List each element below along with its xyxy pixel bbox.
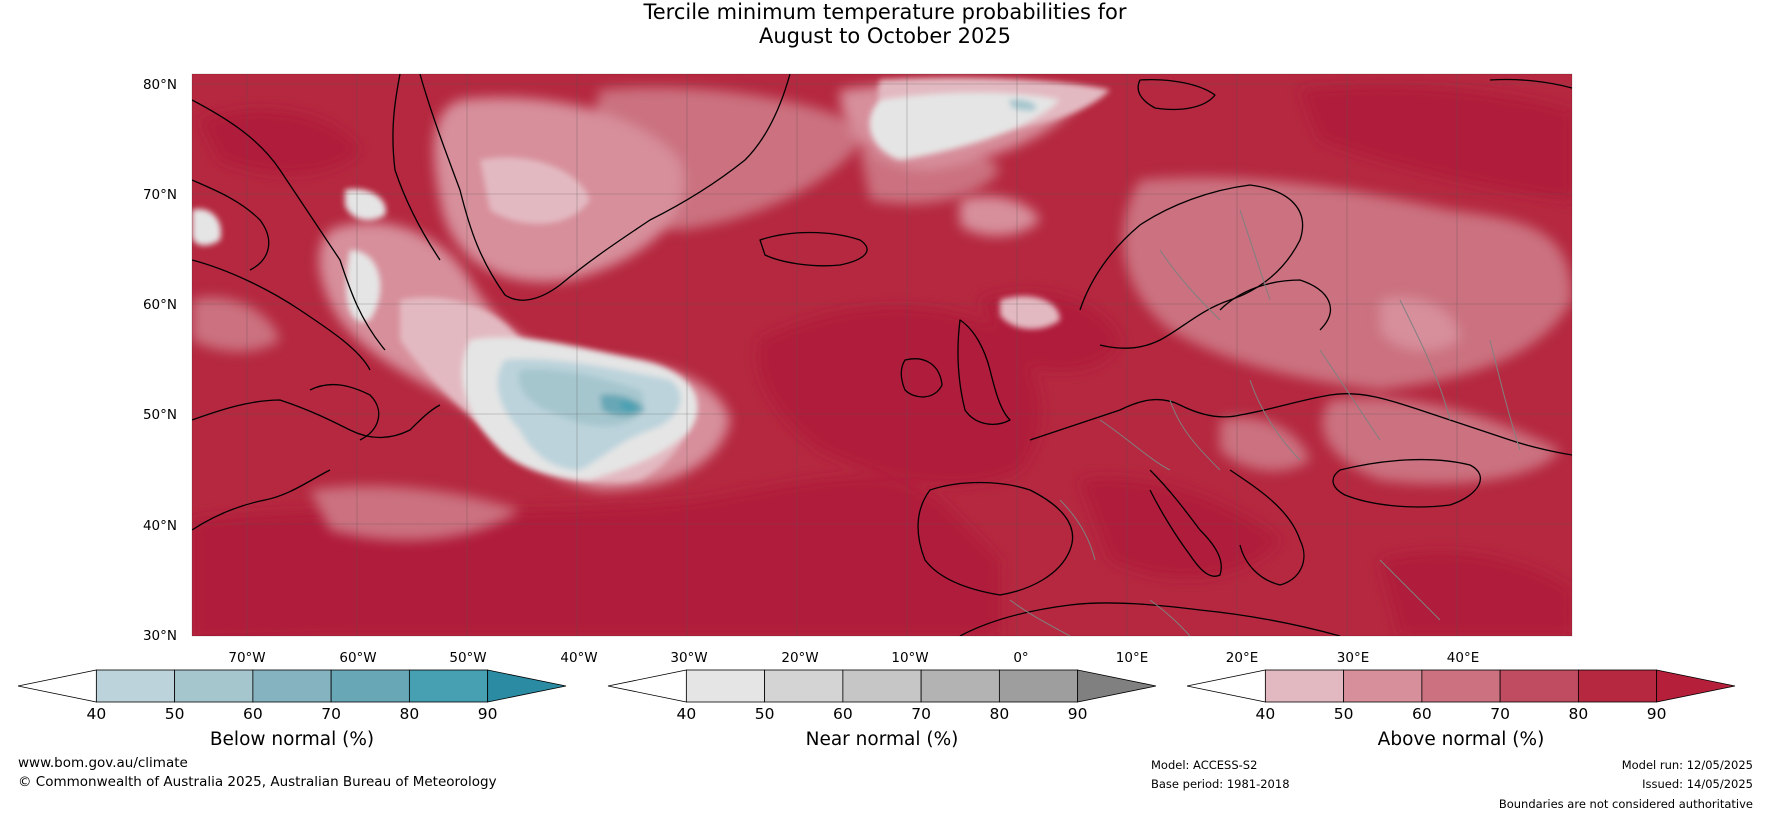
colorbar-near-high-extension xyxy=(1077,669,1157,703)
lon-label-30w: 30°W xyxy=(670,650,707,666)
longitude-labels: 70°W 60°W 50°W 40°W 30°W 20°W 10°W 0° 10… xyxy=(228,650,1479,666)
colorbar-near-tick-label: 70 xyxy=(911,705,931,723)
colorbar-below-title: Below normal (%) xyxy=(210,729,374,750)
colorbar-below-segment xyxy=(95,669,176,703)
lon-label-40e: 40°E xyxy=(1447,650,1479,666)
colorbar-above-tick-label: 90 xyxy=(1647,705,1667,723)
colorbar-below-tick-label: 90 xyxy=(478,705,498,723)
colorbar-near-segment xyxy=(685,669,766,703)
colorbar-near: 40 50 60 70 80 90 Near normal (%) xyxy=(607,669,1157,750)
colorbar-near-segment xyxy=(764,669,844,703)
colorbar-near-tick-label: 50 xyxy=(755,705,775,723)
disclaimer-text: Boundaries are not considered authoritat… xyxy=(1498,797,1753,811)
model-text: Model: ACCESS-S2 xyxy=(1151,758,1258,772)
colorbar-above-segment xyxy=(1577,669,1658,703)
colorbar-above-segment xyxy=(1499,669,1579,703)
colorbar-below-high-extension xyxy=(487,669,567,703)
colorbar-below-segment xyxy=(330,669,410,703)
colorbar-near-tick-label: 40 xyxy=(676,705,696,723)
lat-label-80: 80°N xyxy=(143,77,177,93)
colorbar-below-tick-label: 80 xyxy=(400,705,420,723)
map-panel xyxy=(192,74,1572,636)
colorbars: 40 50 60 70 80 90 Below normal (%) 40 50 60 70 80 90… xyxy=(17,669,1736,750)
colorbar-near-title: Near normal (%) xyxy=(806,729,959,750)
above-normal-strong-zones xyxy=(192,86,1572,636)
colorbar-near-tick-label: 80 xyxy=(990,705,1010,723)
lon-label-10w: 10°W xyxy=(891,650,928,666)
lon-label-70w: 70°W xyxy=(228,650,265,666)
colorbar-below-tick-label: 70 xyxy=(321,705,341,723)
colorbar-below-segment xyxy=(174,669,254,703)
below-normal-zones xyxy=(497,99,1036,470)
colorbar-above-tick-label: 60 xyxy=(1412,705,1432,723)
colorbar-below-low-extension xyxy=(17,669,97,703)
lat-label-60: 60°N xyxy=(143,297,177,313)
colorbar-above-segment xyxy=(1421,669,1501,703)
map-title: Tercile minimum temperature probabilitie… xyxy=(0,0,1770,48)
lat-label-70: 70°N xyxy=(143,187,177,203)
graticule xyxy=(192,74,1572,636)
colorbar-above: 40 50 60 70 80 90 Above normal (%) xyxy=(1186,669,1736,750)
lon-label-0: 0° xyxy=(1013,650,1028,666)
base-period-text: Base period: 1981-2018 xyxy=(1151,777,1290,791)
lon-label-30e: 30°E xyxy=(1337,650,1369,666)
colorbar-below-tick-label: 60 xyxy=(243,705,263,723)
latitude-labels: 30°N 40°N 50°N 60°N 70°N 80°N xyxy=(143,77,177,644)
colorbar-above-title: Above normal (%) xyxy=(1378,729,1545,750)
colorbar-above-tick-label: 40 xyxy=(1255,705,1275,723)
map-title-line-1: Tercile minimum temperature probabilitie… xyxy=(643,0,1127,24)
colorbar-below-segment xyxy=(252,669,332,703)
colorbar-above-low-extension xyxy=(1186,669,1266,703)
model-run-text: Model run: 12/05/2025 xyxy=(1621,758,1753,772)
lon-label-50w: 50°W xyxy=(449,650,486,666)
country-borders xyxy=(1009,209,1521,636)
colorbar-above-segment xyxy=(1343,669,1423,703)
colorbar-near-tick-label: 90 xyxy=(1068,705,1088,723)
colorbar-below-segment xyxy=(408,669,489,703)
website-text: www.bom.gov.au/climate xyxy=(18,755,188,771)
colorbar-below-tick-label: 40 xyxy=(86,705,106,723)
colorbar-above-high-extension xyxy=(1656,669,1736,703)
lon-label-20e: 20°E xyxy=(1226,650,1258,666)
coastlines xyxy=(192,74,1572,636)
lon-label-60w: 60°W xyxy=(339,650,376,666)
lat-label-50: 50°N xyxy=(143,407,177,423)
colorbar-below-tick-label: 50 xyxy=(165,705,185,723)
lat-label-30: 30°N xyxy=(143,628,177,644)
lon-label-40w: 40°W xyxy=(560,650,597,666)
colorbar-near-segment xyxy=(842,669,922,703)
lon-label-10e: 10°E xyxy=(1116,650,1148,666)
issued-text: Issued: 14/05/2025 xyxy=(1642,777,1753,791)
colorbar-near-tick-label: 60 xyxy=(833,705,853,723)
map-title-line-2: August to October 2025 xyxy=(758,24,1012,48)
colorbar-below: 40 50 60 70 80 90 Below normal (%) xyxy=(17,669,567,750)
lat-label-40: 40°N xyxy=(143,518,177,534)
map-frame xyxy=(191,73,1573,637)
colorbar-above-segment xyxy=(1264,669,1345,703)
copyright-text: © Commonwealth of Australia 2025, Austra… xyxy=(18,774,497,790)
colorbar-above-tick-label: 70 xyxy=(1490,705,1510,723)
colorbar-above-tick-label: 50 xyxy=(1334,705,1354,723)
colorbar-near-segment xyxy=(998,669,1079,703)
colorbar-near-low-extension xyxy=(607,669,687,703)
colorbar-near-segment xyxy=(920,669,1000,703)
colorbar-above-tick-label: 80 xyxy=(1569,705,1589,723)
lon-label-20w: 20°W xyxy=(781,650,818,666)
